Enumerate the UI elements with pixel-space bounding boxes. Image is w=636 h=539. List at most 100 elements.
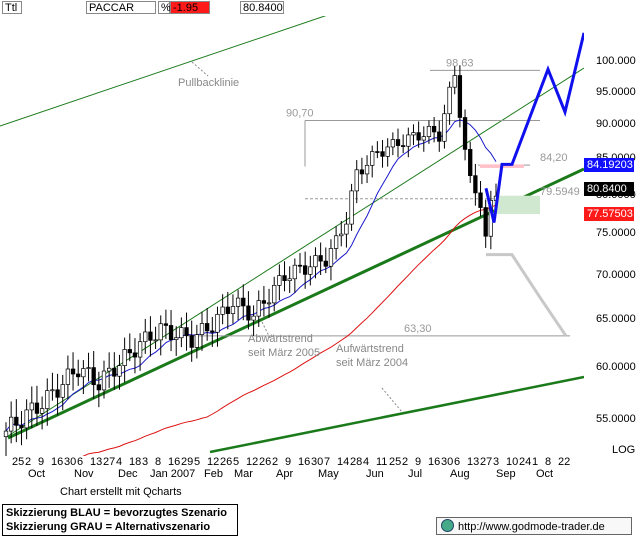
- x-month-label: Sep: [496, 468, 516, 480]
- x-tick-label: 13: [467, 456, 480, 468]
- candle-body: [457, 75, 463, 118]
- x-tick-label: 25: [12, 456, 25, 468]
- candle-body: [107, 367, 112, 372]
- x-tick-label: 9: [38, 456, 45, 468]
- x-tick-label: 2: [25, 456, 32, 468]
- candle-body: [199, 323, 205, 335]
- annotation-pointer: [261, 321, 271, 339]
- candle-body: [349, 190, 354, 225]
- candle-body: [45, 390, 50, 409]
- x-tick-label: 30: [311, 456, 324, 468]
- candle-body: [426, 125, 432, 137]
- plot-background: [0, 16, 584, 456]
- annotation-pointer: [381, 387, 403, 413]
- candle-body: [303, 265, 308, 275]
- x-tick-label: 6: [454, 456, 461, 468]
- candle-body: [328, 248, 334, 267]
- candle-body: [266, 302, 272, 305]
- trend-annotation: Abwärtstrend: [248, 333, 313, 345]
- candle-body: [163, 323, 169, 326]
- ticker-abbr: Ttl: [2, 1, 22, 14]
- candle-body: [174, 337, 179, 340]
- candle-body: [132, 352, 138, 358]
- candle-body: [411, 132, 416, 136]
- x-tick-label: 28: [350, 456, 363, 468]
- candle-body: [462, 117, 468, 150]
- x-tick-label: 1: [532, 456, 539, 468]
- candle-body: [447, 86, 452, 115]
- legend-gray: Skizzierung GRAU = Alternativszenario: [6, 521, 211, 533]
- candle-body: [184, 327, 189, 336]
- candle-body: [364, 164, 370, 175]
- x-month-label: Apr: [276, 468, 294, 480]
- level-label: 79.5949: [540, 186, 580, 198]
- x-tick-label: 8: [155, 456, 162, 468]
- trend-annotation: Pullbacklinie: [178, 77, 239, 89]
- website-url: http://www.godmode-trader.de: [458, 521, 605, 533]
- candle-body: [39, 408, 45, 414]
- candle-body: [297, 264, 303, 267]
- price-tag: 84.19203: [584, 158, 634, 173]
- candle-body: [395, 139, 401, 146]
- candle-body: [117, 365, 122, 377]
- x-month-label: Dec: [118, 468, 138, 480]
- candle-body: [375, 151, 380, 153]
- y-tick-label: 75.0000: [596, 227, 636, 240]
- candle-body: [452, 75, 457, 88]
- pullback-line: [0, 16, 327, 127]
- candle-body: [261, 300, 267, 304]
- annotation-pointer: [191, 61, 209, 77]
- candle-body: [205, 323, 210, 332]
- x-tick-label: 12: [246, 456, 259, 468]
- x-tick-label: 13: [90, 456, 103, 468]
- candle-body: [256, 300, 261, 317]
- x-tick-label: 4: [116, 456, 123, 468]
- candle-body: [230, 306, 236, 314]
- x-month-label: Nov: [74, 468, 94, 480]
- candle-body: [34, 402, 40, 414]
- log-scale-label: LOG: [612, 444, 636, 456]
- candle-body: [9, 416, 14, 432]
- price-chart: 98,63 90,70 84,20 79.5949 63,30 Pullbacklini…: [0, 16, 584, 456]
- candle-body: [122, 349, 127, 367]
- candle-body: [101, 370, 107, 391]
- moving-average-long: [82, 204, 497, 456]
- x-tick-label: 2: [402, 456, 409, 468]
- x-month-label: Jan 2007: [150, 468, 196, 480]
- change-value: -1.95: [170, 1, 210, 14]
- x-tick-label: 3: [142, 456, 149, 468]
- x-tick-label: 26: [220, 456, 233, 468]
- x-tick-label: 7: [324, 456, 331, 468]
- chart-header: Ttl PACCAR Inc. % -1.95 80.8400: [0, 0, 636, 27]
- candle-body: [478, 192, 483, 208]
- change-suffix: %: [158, 1, 171, 14]
- y-tick-label: 70.0000: [596, 268, 636, 281]
- candle-body: [179, 327, 184, 339]
- candle-body: [76, 373, 81, 378]
- candlesticks: [3, 65, 499, 456]
- candle-body: [241, 297, 246, 307]
- x-tick-label: 14: [337, 456, 350, 468]
- x-tick-label: 25: [389, 456, 402, 468]
- y-tick-label: 95.0000: [596, 85, 636, 98]
- candle-body: [220, 306, 225, 315]
- candle-body: [153, 339, 158, 342]
- candle-body: [437, 131, 442, 142]
- x-month-label: May: [318, 468, 339, 480]
- x-tick-label: 22: [558, 456, 571, 468]
- candle-body: [215, 314, 220, 333]
- x-tick-label: 16: [168, 456, 181, 468]
- candle-body: [442, 113, 447, 142]
- x-month-label: Oct: [536, 468, 554, 480]
- x-tick-label: 11: [376, 456, 388, 468]
- x-tick-label: 5: [194, 456, 201, 468]
- x-tick-label: 16: [428, 456, 441, 468]
- candle-body: [468, 149, 473, 177]
- x-tick-label: 27: [103, 456, 116, 468]
- candle-body: [65, 368, 71, 385]
- website-link[interactable]: http://www.godmode-trader.de: [436, 517, 632, 535]
- x-tick-label: 26: [259, 456, 272, 468]
- x-axis: 25 2 9 16 30 6 13 27 4 18 3 8 16 29 5 12 26 5 12 26 2 9 16 30 7 1…: [0, 456, 584, 482]
- candle-body: [70, 368, 76, 375]
- candle-body: [272, 284, 277, 304]
